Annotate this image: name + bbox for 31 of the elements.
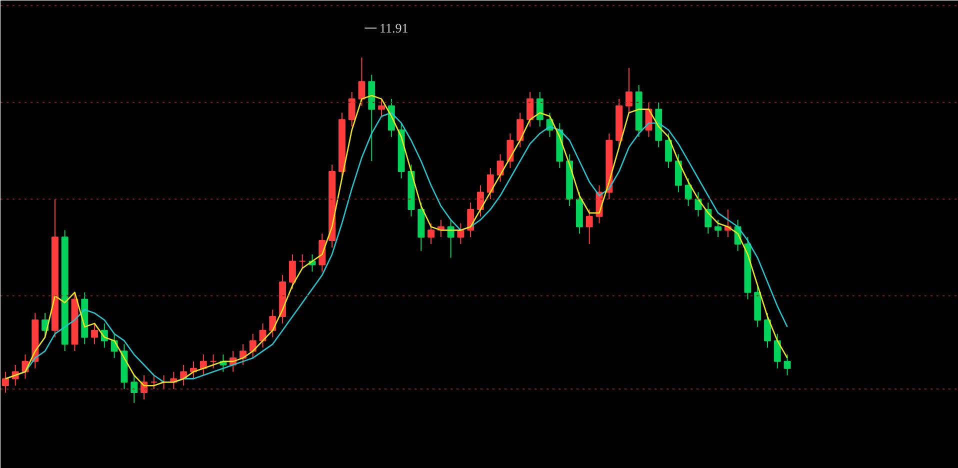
candlestick [249,333,256,358]
candlestick [2,371,9,394]
candlestick [130,374,138,404]
candlestick [684,178,692,207]
candlestick [288,254,296,290]
text: 11.91 [380,20,408,36]
candlestick [694,192,702,217]
candlestick [269,309,276,338]
candlestick [774,333,781,369]
candlestick [428,222,434,244]
candlestick [150,374,158,390]
candlestick [298,254,306,269]
candlestick [486,168,494,200]
candlestick [526,92,534,128]
candlestick [358,56,366,106]
candlestick [625,67,632,114]
candlestick [91,322,98,345]
candlestick [536,92,544,128]
candlestick [506,132,514,169]
candlestick [516,112,524,148]
candlestick [477,184,484,217]
candlestick [764,312,771,348]
candlestick [210,354,217,369]
candlestick [714,219,722,238]
candlestick [784,354,791,376]
candlestick [378,98,385,117]
candlestick [704,202,712,234]
candlestick [665,132,672,169]
candlestick [496,154,504,182]
candlestick [348,92,356,128]
candlestick [586,208,593,244]
